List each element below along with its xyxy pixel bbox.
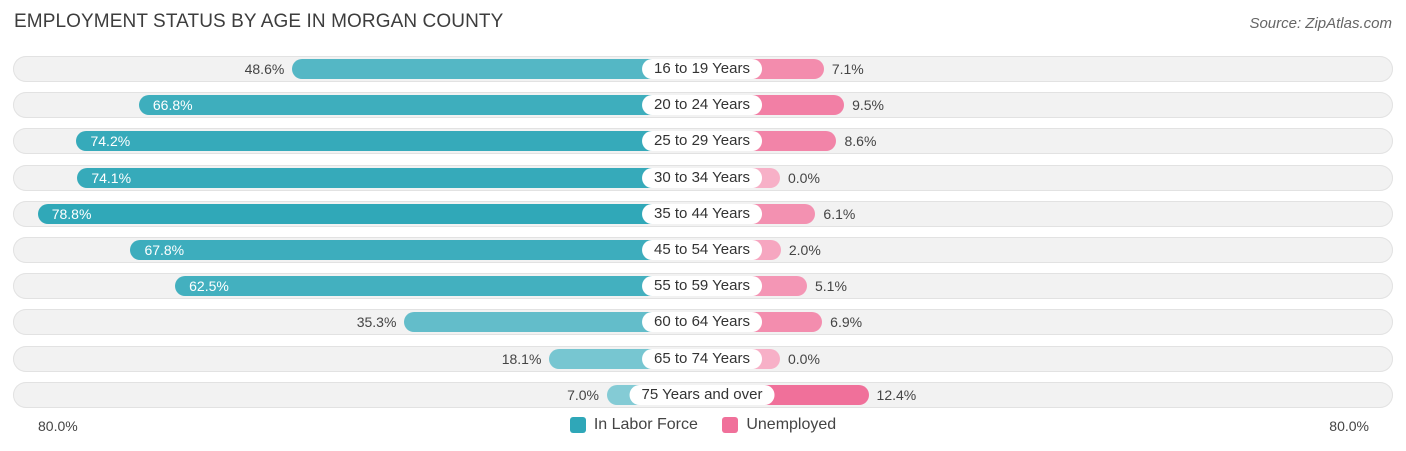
chart-row: 35.3% 6.9% 60 to 64 Years	[13, 309, 1393, 336]
value-label-labor-force: 66.8%	[152, 97, 193, 114]
axis-right-label: 80.0%	[1329, 418, 1369, 434]
value-label-labor-force: 74.2%	[90, 133, 131, 150]
legend-label-labor-force: In Labor Force	[593, 416, 698, 433]
category-label: 20 to 24 Years	[642, 95, 762, 116]
category-label: 75 Years and over	[629, 384, 775, 405]
bar-labor-force[interactable]	[77, 167, 702, 188]
chart-row: 48.6% 7.1% 16 to 19 Years	[13, 56, 1393, 82]
bar-labor-force[interactable]	[37, 203, 702, 224]
category-label: 60 to 64 Years	[642, 312, 762, 333]
category-label: 65 to 74 Years	[642, 348, 762, 369]
value-label-unemployed: 8.6%	[844, 133, 877, 150]
value-label-labor-force: 35.3%	[356, 314, 397, 331]
chart-title: EMPLOYMENT STATUS BY AGE IN MORGAN COUNT…	[14, 11, 504, 32]
chart-row: 67.8% 2.0% 45 to 54 Years	[13, 237, 1393, 263]
value-label-unemployed: 0.0%	[788, 350, 820, 367]
chart-row: 78.8% 6.1% 35 to 44 Years	[13, 200, 1393, 227]
legend-label-unemployed: Unemployed	[746, 416, 837, 433]
value-label-unemployed: 9.5%	[852, 97, 884, 114]
bar-labor-force[interactable]	[138, 95, 702, 116]
chart-row: 18.1% 0.0% 65 to 74 Years	[13, 345, 1393, 372]
value-label-unemployed: 0.0%	[788, 169, 820, 186]
legend-swatch-labor-force	[569, 417, 586, 433]
value-label-unemployed: 2.0%	[788, 242, 821, 258]
category-label: 45 to 54 Years	[642, 240, 762, 260]
value-label-unemployed: 5.1%	[814, 278, 847, 295]
value-label-unemployed: 6.1%	[823, 205, 856, 222]
chart-row: 7.0% 12.4% 75 Years and over	[13, 381, 1393, 408]
legend-item-unemployed[interactable]: Unemployed	[722, 416, 836, 434]
category-label: 30 to 34 Years	[642, 167, 762, 188]
axis-left-label: 80.0%	[38, 418, 78, 434]
value-label-labor-force: 48.6%	[244, 61, 285, 77]
value-label-labor-force: 74.1%	[91, 169, 132, 186]
bar-labor-force[interactable]	[130, 240, 702, 260]
value-label-unemployed: 6.9%	[830, 314, 863, 331]
category-label: 16 to 19 Years	[642, 59, 762, 79]
value-label-labor-force: 67.8%	[144, 242, 185, 258]
value-label-labor-force: 78.8%	[51, 205, 92, 222]
legend-item-labor-force[interactable]: In Labor Force	[569, 416, 698, 434]
legend: In Labor Force Unemployed	[0, 416, 1406, 438]
bar-labor-force[interactable]	[175, 276, 702, 297]
category-label: 25 to 29 Years	[642, 131, 762, 152]
value-label-unemployed: 12.4%	[876, 386, 917, 403]
category-label: 35 to 44 Years	[642, 203, 762, 224]
value-label-labor-force: 7.0%	[567, 386, 599, 403]
chart-row: 66.8% 9.5% 20 to 24 Years	[13, 92, 1393, 119]
legend-swatch-unemployed	[722, 417, 739, 433]
value-label-unemployed: 7.1%	[831, 61, 864, 77]
value-label-labor-force: 18.1%	[501, 350, 542, 367]
bar-labor-force[interactable]	[292, 59, 702, 79]
chart-row: 74.1% 0.0% 30 to 34 Years	[13, 164, 1393, 191]
chart-row: 74.2% 8.6% 25 to 29 Years	[13, 128, 1393, 155]
source-note: Source: ZipAtlas.com	[1249, 15, 1392, 32]
value-label-labor-force: 62.5%	[189, 278, 229, 295]
bar-labor-force[interactable]	[76, 131, 702, 152]
chart-row: 62.5% 5.1% 55 to 59 Years	[13, 273, 1393, 300]
category-label: 55 to 59 Years	[642, 276, 762, 297]
bar-labor-force[interactable]	[404, 312, 702, 333]
